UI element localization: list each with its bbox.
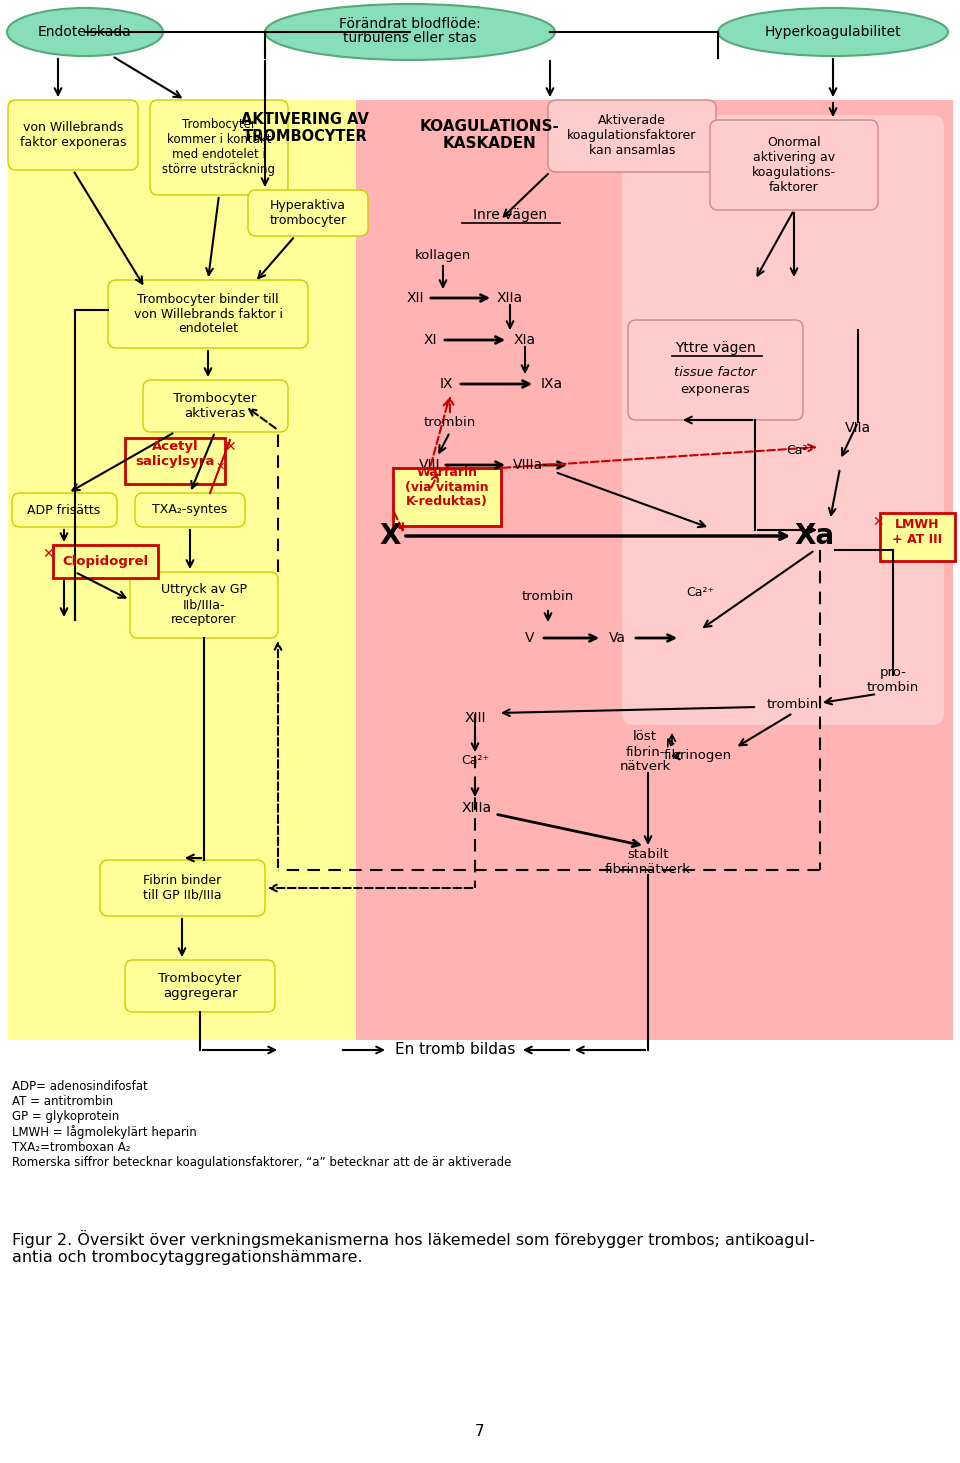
Text: Va: Va — [609, 631, 626, 645]
Text: ADP frisätts: ADP frisätts — [28, 503, 101, 516]
FancyBboxPatch shape — [622, 116, 944, 726]
Text: Clopidogrel: Clopidogrel — [62, 556, 148, 569]
Text: von Willebrands
faktor exponeras: von Willebrands faktor exponeras — [20, 121, 127, 149]
FancyBboxPatch shape — [8, 99, 138, 170]
Text: XI: XI — [423, 334, 437, 347]
Bar — [880, 514, 955, 560]
Text: TXA₂-syntes: TXA₂-syntes — [153, 503, 228, 516]
Text: ADP= adenosindifosfat
AT = antitrombin
GP = glykoprotein
LMWH = lågmolekylärt he: ADP= adenosindifosfat AT = antitrombin G… — [12, 1080, 512, 1169]
Text: Trombocyter binder till
von Willebrands faktor i
endotelet: Trombocyter binder till von Willebrands … — [133, 293, 282, 335]
Text: ✕: ✕ — [42, 547, 54, 560]
FancyBboxPatch shape — [150, 99, 288, 195]
Text: Hyperkoagulabilitet: Hyperkoagulabilitet — [765, 25, 901, 40]
FancyBboxPatch shape — [248, 190, 368, 236]
FancyBboxPatch shape — [710, 120, 878, 211]
Text: VIIa: VIIa — [845, 421, 871, 435]
Bar — [125, 437, 225, 484]
Text: V: V — [525, 631, 535, 645]
Text: Ca²⁺: Ca²⁺ — [686, 585, 714, 598]
Text: XIIa: XIIa — [497, 291, 523, 304]
Text: Ca²⁺: Ca²⁺ — [461, 753, 489, 767]
Text: Uttryck av GP
IIb/IIIa-
receptorer: Uttryck av GP IIb/IIIa- receptorer — [161, 584, 247, 626]
FancyBboxPatch shape — [100, 860, 265, 916]
Text: XIII: XIII — [465, 711, 486, 726]
Text: trombin: trombin — [522, 590, 574, 603]
Text: turbulens eller stas: turbulens eller stas — [344, 31, 477, 45]
Text: Trombocyter
aktiveras: Trombocyter aktiveras — [174, 392, 256, 420]
Text: VIII: VIII — [420, 458, 441, 473]
Bar — [393, 468, 501, 527]
FancyBboxPatch shape — [108, 279, 308, 348]
FancyBboxPatch shape — [12, 493, 117, 527]
Text: Yttre vägen: Yttre vägen — [675, 341, 756, 356]
Text: KOAGULATIONS-
KASKADEN: KOAGULATIONS- KASKADEN — [420, 119, 560, 151]
Text: XIIIa: XIIIa — [462, 802, 492, 815]
Bar — [8, 99, 356, 1040]
FancyBboxPatch shape — [143, 380, 288, 432]
Text: VIIIa: VIIIa — [513, 458, 543, 473]
Bar — [53, 546, 158, 578]
Text: trombin: trombin — [767, 698, 819, 711]
Text: Trombocyter
aggregerar: Trombocyter aggregerar — [158, 971, 242, 1001]
Text: IX: IX — [440, 377, 453, 391]
Text: fibrinogen: fibrinogen — [664, 749, 732, 762]
Text: Acetyl
salicylsyra: Acetyl salicylsyra — [135, 440, 215, 468]
Text: XIa: XIa — [514, 334, 536, 347]
Text: X: X — [379, 522, 400, 550]
FancyBboxPatch shape — [628, 320, 803, 420]
Text: Onormal
aktivering av
koagulations-
faktorer: Onormal aktivering av koagulations- fakt… — [752, 136, 836, 195]
Text: Aktiverade
koagulationsfaktorer
kan ansamlas: Aktiverade koagulationsfaktorer kan ansa… — [567, 114, 697, 158]
Text: Xa: Xa — [795, 522, 835, 550]
Ellipse shape — [7, 7, 163, 56]
Text: Warfarin
(via vitamin
K-reduktas): Warfarin (via vitamin K-reduktas) — [405, 465, 489, 509]
Text: tissue factor: tissue factor — [674, 366, 756, 379]
Text: AKTIVERING AV
TROMBOCYTER: AKTIVERING AV TROMBOCYTER — [241, 111, 369, 145]
FancyBboxPatch shape — [130, 572, 278, 638]
Ellipse shape — [718, 7, 948, 56]
Text: Fibrin binder
till GP IIb/IIIa: Fibrin binder till GP IIb/IIIa — [143, 873, 222, 903]
Text: En tromb bildas: En tromb bildas — [395, 1043, 516, 1058]
FancyBboxPatch shape — [548, 99, 716, 173]
Bar — [356, 99, 953, 1040]
Text: Figur 2. Översikt över verkningsmekanismerna hos läkemedel som förebygger trombo: Figur 2. Översikt över verkningsmekanism… — [12, 1230, 815, 1265]
Text: Hyperaktiva
trombocyter: Hyperaktiva trombocyter — [270, 199, 347, 227]
Text: exponeras: exponeras — [680, 383, 750, 396]
Text: pro-
trombin: pro- trombin — [867, 666, 919, 693]
Text: stabilt
fibrinnätverk: stabilt fibrinnätverk — [605, 849, 691, 876]
Text: ✕: ✕ — [215, 462, 225, 473]
FancyBboxPatch shape — [125, 960, 275, 1012]
Text: XII: XII — [406, 291, 423, 304]
Text: trombin: trombin — [424, 415, 476, 429]
Ellipse shape — [265, 4, 555, 60]
Text: ✕: ✕ — [225, 440, 236, 454]
Text: Endotelskada: Endotelskada — [38, 25, 132, 40]
Text: Inre vägen: Inre vägen — [473, 208, 547, 222]
Text: ✕: ✕ — [873, 515, 884, 530]
Text: 7: 7 — [475, 1425, 485, 1440]
Text: Trombocyter
kommer i kontakt
med endotelet i
större utsträckning: Trombocyter kommer i kontakt med endotel… — [162, 119, 276, 176]
Text: Förändrat blodflöde:: Förändrat blodflöde: — [339, 18, 481, 31]
Text: löst
fibrin-
nätverk: löst fibrin- nätverk — [619, 730, 671, 774]
Text: Ca²⁺: Ca²⁺ — [786, 443, 814, 456]
FancyBboxPatch shape — [135, 493, 245, 527]
Text: LMWH
+ AT III: LMWH + AT III — [892, 518, 942, 546]
Text: IXa: IXa — [540, 377, 564, 391]
Text: kollagen: kollagen — [415, 249, 471, 262]
